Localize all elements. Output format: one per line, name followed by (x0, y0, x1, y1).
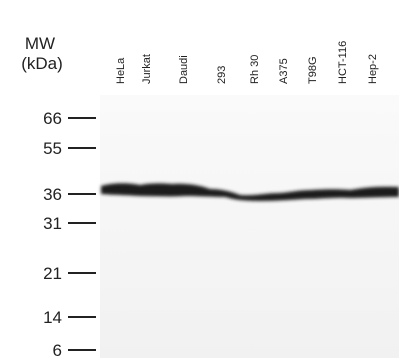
marker-label: 36 (43, 185, 62, 204)
lane-label: T98G (307, 56, 319, 84)
page: MW (kDa) 66 55 36 31 21 14 6 HeLa Jurkat Daudi 293… (0, 0, 399, 358)
axis-label-line2: (kDa) (21, 54, 63, 73)
lane-label: HCT-116 (337, 41, 349, 84)
axis-label-line1: MW (25, 34, 55, 53)
marker-label: 55 (43, 139, 62, 158)
lane-label: Rh 30 (249, 55, 261, 84)
lane-label: A375 (278, 58, 290, 84)
lane-label: Jurkat (141, 54, 153, 84)
lane-label: 293 (216, 66, 228, 84)
marker-label: 66 (43, 109, 62, 128)
lane-label: Daudi (178, 55, 190, 84)
marker-label: 21 (43, 264, 62, 283)
membrane (100, 95, 399, 358)
marker-label: 14 (43, 308, 62, 327)
western-blot: MW (kDa) 66 55 36 31 21 14 6 HeLa Jurkat Daudi 293… (0, 0, 399, 358)
marker-label: 31 (43, 214, 62, 233)
lane-label: Hep-2 (367, 54, 379, 84)
lane-label: HeLa (115, 57, 127, 84)
marker-label: 6 (53, 341, 62, 358)
